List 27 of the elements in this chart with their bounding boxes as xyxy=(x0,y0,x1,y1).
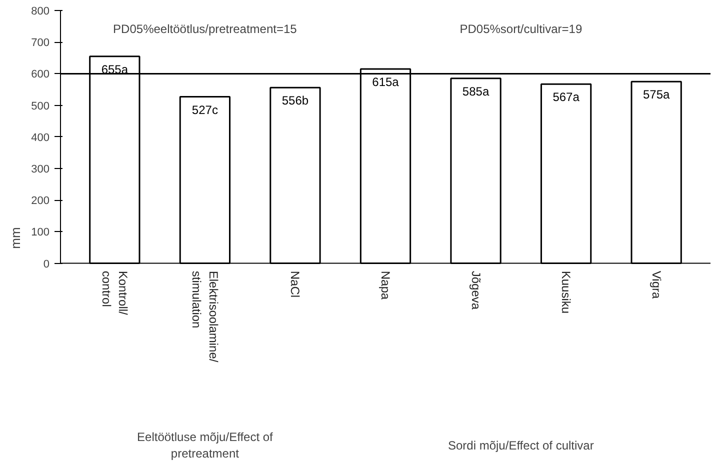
y-axis-title: mm xyxy=(8,227,24,249)
y-tick-label: 0 xyxy=(43,258,50,270)
y-tick-label: 800 xyxy=(31,6,50,18)
text: Sordi mõju/Effect of cultivar xyxy=(448,438,594,452)
annotation: PD05%eeltöötlus/pretreatment=15 xyxy=(113,22,298,36)
data-label: 527c xyxy=(192,102,218,117)
y-tick-label: 100 xyxy=(31,226,50,239)
x-tick-label: Vigra xyxy=(649,270,664,299)
text: Eeltöötluse mõju/Effect of pretreatment xyxy=(137,430,274,461)
y-tick-label: 400 xyxy=(31,132,50,144)
y-tick-label: 200 xyxy=(31,195,50,208)
x-tick-label: NaCl xyxy=(288,270,302,298)
x-tick-label: Jõgeva xyxy=(468,270,483,310)
x-tick-label: Kontroll/ control xyxy=(99,270,130,316)
x-tick-label: Elektrisoolamine/ stimulation xyxy=(190,270,220,363)
y-tick-label: 600 xyxy=(31,68,50,81)
data-label: 556b xyxy=(282,94,309,108)
y-tick-label: 700 xyxy=(31,37,50,50)
annotation: PD05%sort/cultivar=19 xyxy=(460,22,582,36)
x-tick-label: Kuusiku xyxy=(559,270,574,314)
y-tick-label: 500 xyxy=(31,100,50,112)
y-tick-label: 300 xyxy=(31,163,50,176)
data-label: 585a xyxy=(462,84,490,98)
data-label: 567a xyxy=(552,90,580,104)
data-label: 615a xyxy=(372,74,400,89)
x-tick-label: Napa xyxy=(378,270,392,300)
data-label: 575a xyxy=(642,88,670,102)
